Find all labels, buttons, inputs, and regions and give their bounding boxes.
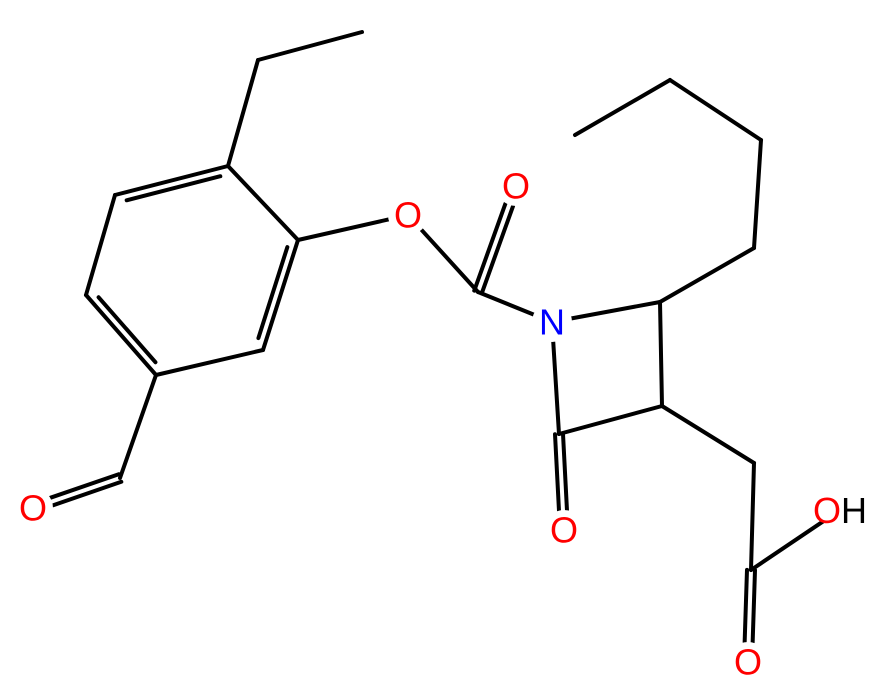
molecule-diagram: O O O N O O OH <box>0 0 889 699</box>
o-atom-label: O <box>394 195 422 236</box>
o-atom-label: O <box>502 166 530 207</box>
o-atom-label: O <box>550 510 578 551</box>
o-atom-label: OH <box>813 490 867 531</box>
o-atom-label: O <box>734 642 762 683</box>
n-atom-label: N <box>539 302 565 343</box>
o-atom-label: O <box>19 488 47 529</box>
